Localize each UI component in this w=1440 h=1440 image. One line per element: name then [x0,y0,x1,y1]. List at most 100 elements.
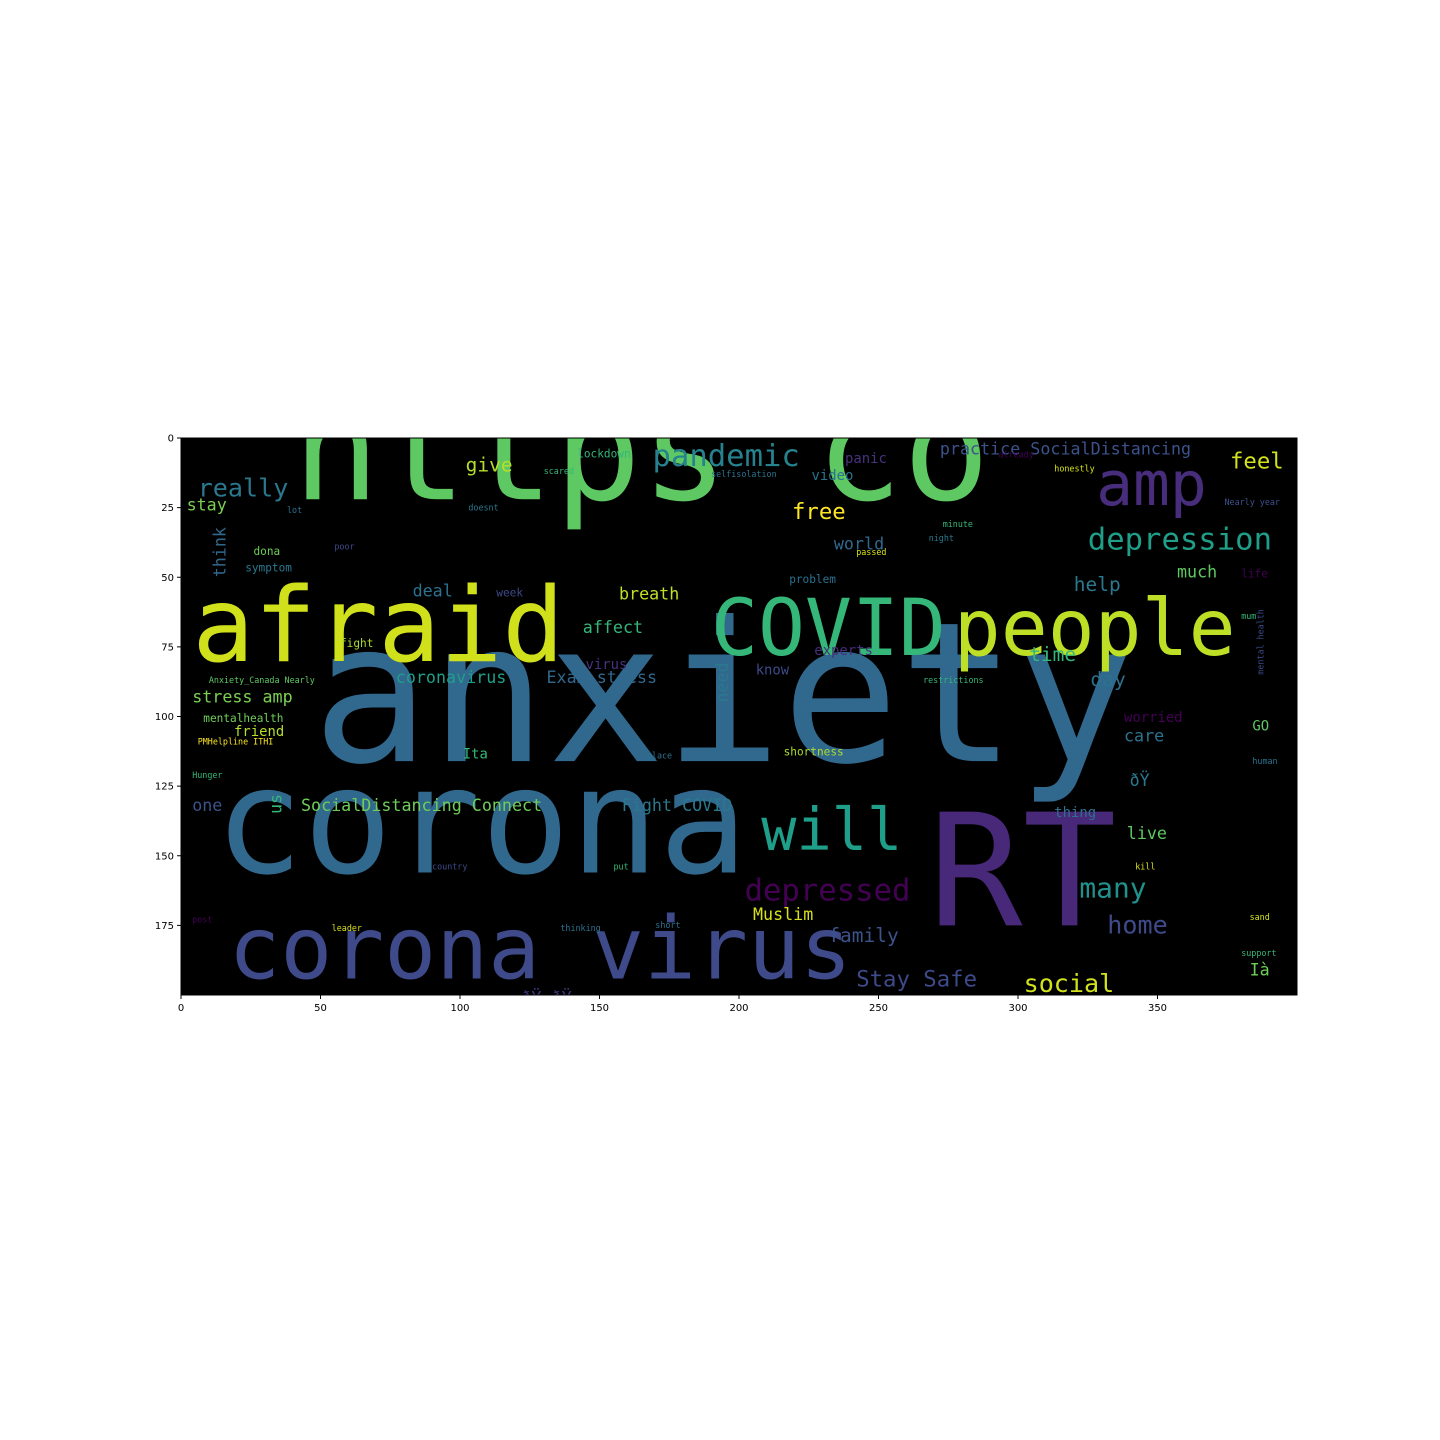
cloud-word: restrictions [923,675,984,685]
cloud-word: minute [943,519,973,529]
y-tick-label: 150 [155,851,174,862]
y-tick-label: 50 [161,573,174,584]
x-tick-label: 150 [590,1003,609,1014]
cloud-word: dona [254,545,281,558]
cloud-word: virus [586,657,628,673]
cloud-word: country [432,862,467,872]
cloud-word: ðŸ [1130,770,1150,790]
cloud-word: home [1107,911,1167,940]
cloud-word: poor [334,541,354,551]
x-tick-label: 200 [729,1003,748,1014]
plot-background [181,438,1297,995]
cloud-word: social [1024,969,1115,998]
x-tick-label: 250 [869,1003,888,1014]
cloud-word: friend [234,724,284,740]
x-tick-label: 300 [1008,1003,1027,1014]
cloud-word: coronavirus [396,667,507,687]
cloud-word: video [812,468,854,484]
cloud-word: GO [1252,718,1269,734]
cloud-word: practice SocialDistancing [940,439,1191,459]
cloud-word: day [1091,668,1126,691]
cloud-word: RT [929,780,1117,962]
cloud-word: depression [1088,522,1272,557]
cloud-word: kill [1135,862,1155,872]
cloud-word: problem [789,573,836,586]
cloud-word: sand [1250,912,1270,922]
y-tick-label: 0 [168,434,174,445]
x-tick-label: 0 [178,1003,184,1014]
cloud-word: doesnt [468,502,498,512]
cloud-word: Ià [1250,960,1270,980]
cloud-word: stress amp [192,687,292,707]
cloud-word: breath [619,584,679,604]
cloud-word: feel [1230,449,1284,475]
cloud-word: need [712,662,732,702]
cloud-word: free [792,499,846,525]
cloud-word: affect [583,617,643,637]
cloud-word: leader [332,923,362,933]
cloud-word: scared [544,466,574,476]
axes: 0 50 100 150 200 250 300 350 0 25 50 75 100 125 150 175 [155,434,1298,1014]
cloud-word: passed [856,547,886,557]
cloud-word: family [828,924,898,947]
cloud-word: PMHelpline ITHI [198,736,274,746]
cloud-word: COVID [711,584,946,674]
cloud-word: already [999,450,1034,460]
cloud-word: anxiety [312,580,1134,807]
cloud-word: restrictions post [1132,995,1218,1005]
cloud-word: night [929,533,954,543]
cloud-word: give [466,453,513,476]
cloud-word: mentalhealth [203,712,283,725]
cloud-word: ðŸ ðŸ [521,987,571,1007]
cloud-word: one [192,795,222,815]
cloud-word: honestly [1054,463,1094,473]
cloud-word: place [647,750,672,760]
cloud-word: support [1241,948,1276,958]
cloud-word: time [1029,643,1076,666]
cloud-word: shortness [784,746,844,759]
cloud-word: know [756,663,790,679]
cloud-word: many [1079,872,1146,905]
cloud-word: much [1177,561,1217,581]
cloud-word: Muslim [753,904,813,924]
cloud-word: Fight COVID [622,795,733,815]
cloud-word: lockdown [577,448,630,461]
cloud-word: life [1241,567,1268,580]
cloud-word: live [1127,823,1167,843]
cloud-word: thinking [560,923,600,933]
y-tick-label: 75 [161,642,174,653]
cloud-word: think [210,527,230,577]
cloud-word: world [834,533,884,553]
cloud-word: week [496,587,523,600]
cloud-word: stay [187,494,227,514]
cloud-word: corona [215,736,748,908]
x-tick-label: 100 [450,1003,469,1014]
cloud-word: related [616,995,651,1005]
y-tick-label: 175 [155,921,174,932]
cloud-word: deal [413,581,453,601]
cloud-word: https co [293,366,990,534]
cloud-word: short [655,920,680,930]
cloud-word: care [1124,726,1164,746]
x-tick-label: 350 [1148,1003,1167,1014]
cloud-word: afraid [192,566,564,686]
cloud-word: put [614,862,629,872]
cloud-word: people [954,584,1236,674]
y-tick-label: 100 [155,712,174,723]
cloud-word: corona virus [228,899,851,999]
cloud-word: really [198,474,289,503]
cloud-word: selfisolation [711,469,777,479]
cloud-word: post [192,915,212,925]
cloud-word: Anxiety_Canada Nearly [209,675,315,685]
cloud-word: Hunger [192,770,222,780]
cloud-word: SocialDistancing Connect [301,795,542,815]
cloud-word: help [1074,573,1121,596]
cloud-word: experts [814,643,873,659]
cloud-word: depressed [745,873,911,908]
x-tick-label: 50 [314,1003,327,1014]
cloud-word: will [761,796,902,864]
cloud-word: amp [1096,449,1207,520]
cloud-word: lot [287,505,302,515]
cloud-word: mum [1241,611,1256,621]
